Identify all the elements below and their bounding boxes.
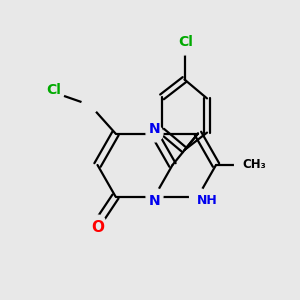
- Circle shape: [176, 38, 193, 55]
- Text: Cl: Cl: [46, 83, 62, 97]
- Circle shape: [235, 157, 251, 173]
- Text: N: N: [149, 194, 160, 208]
- Circle shape: [89, 215, 106, 232]
- Text: O: O: [91, 220, 104, 236]
- Text: Cl: Cl: [178, 35, 194, 49]
- Circle shape: [146, 125, 163, 142]
- Circle shape: [82, 97, 98, 113]
- Text: CH₃: CH₃: [242, 158, 266, 172]
- Text: N: N: [149, 122, 160, 136]
- Circle shape: [47, 85, 64, 101]
- Circle shape: [146, 188, 163, 205]
- Circle shape: [190, 188, 206, 205]
- Text: NH: NH: [196, 194, 218, 208]
